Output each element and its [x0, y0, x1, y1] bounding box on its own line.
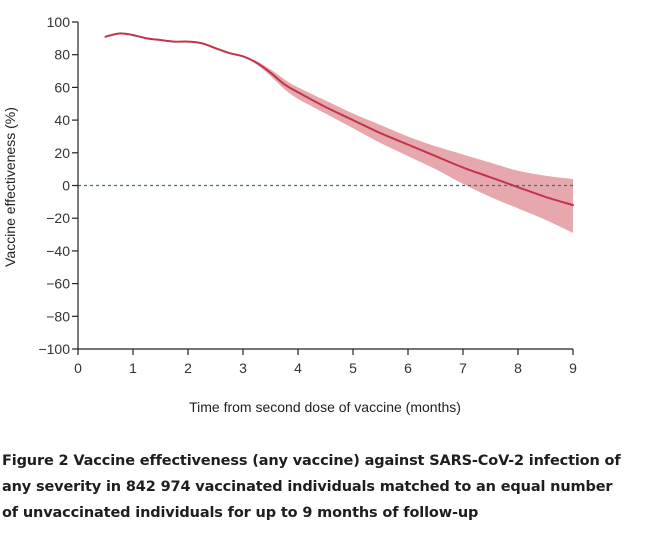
x-tick-label: 9	[569, 360, 577, 376]
y-tick-label: 100	[47, 14, 71, 30]
y-tick-label: 40	[54, 112, 70, 128]
confidence-band	[105, 33, 573, 233]
y-axis-title: Vaccine effectiveness (%)	[2, 107, 18, 267]
x-tick-label: 2	[184, 360, 192, 376]
x-tick-label: 8	[514, 360, 522, 376]
y-tick-label: 60	[54, 79, 70, 95]
y-tick-label: −100	[38, 341, 70, 357]
x-tick-label: 4	[294, 360, 302, 376]
y-tick-label: −80	[46, 308, 70, 324]
x-tick-label: 6	[404, 360, 412, 376]
y-tick-label: −40	[46, 243, 70, 259]
figure-caption: Figure 2 Vaccine effectiveness (any vacc…	[2, 448, 654, 526]
effectiveness-line	[104, 32, 574, 207]
confidence-band-layer	[105, 33, 573, 233]
x-tick-label: 1	[129, 360, 137, 376]
x-tick-label: 0	[74, 360, 82, 376]
caption-line-3: of unvaccinated individuals for up to 9 …	[2, 505, 479, 521]
caption-line-1: Figure 2 Vaccine effectiveness (any vacc…	[2, 453, 621, 469]
series-line-layer	[104, 32, 574, 207]
caption-line-2: any severity in 842 974 vaccinated indiv…	[2, 479, 613, 495]
y-tick-label: 80	[54, 47, 70, 63]
x-axis-title: Time from second dose of vaccine (months…	[189, 399, 461, 415]
x-axis-ticks: 0 1 2 3 4 5 6 7 8 9	[74, 349, 577, 376]
y-tick-label: −20	[46, 210, 70, 226]
x-tick-label: 7	[459, 360, 467, 376]
x-tick-label: 5	[349, 360, 357, 376]
y-tick-label: 20	[54, 145, 70, 161]
y-tick-label: −60	[46, 276, 70, 292]
y-tick-label: 0	[62, 178, 70, 194]
y-axis-ticks: 100 80 60 40 20 0 −20 −40 −60 −80 −100	[38, 14, 78, 357]
x-tick-label: 3	[239, 360, 247, 376]
